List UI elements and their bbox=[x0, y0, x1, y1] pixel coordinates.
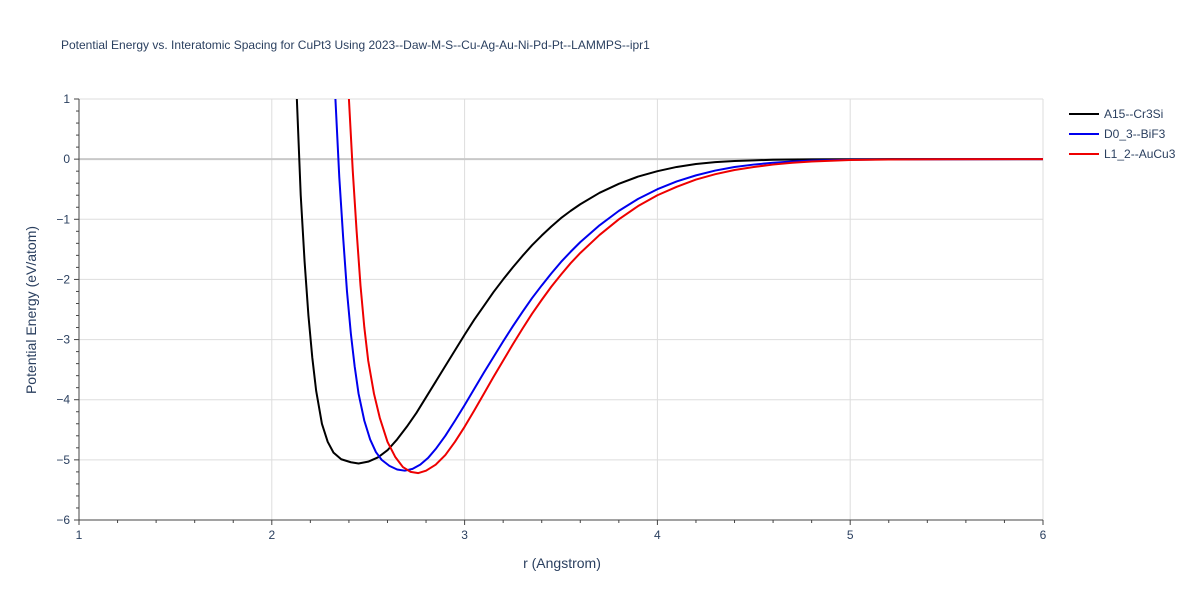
y-axis-title: Potential Energy (eV/atom) bbox=[23, 226, 39, 394]
y-tick-label: −1 bbox=[56, 212, 70, 226]
x-tick-label: 2 bbox=[268, 528, 275, 542]
legend-label: D0_3--BiF3 bbox=[1104, 127, 1166, 141]
plot-area bbox=[295, 99, 1043, 475]
y-tick-label: −6 bbox=[56, 513, 70, 527]
x-tick-label: 4 bbox=[654, 528, 661, 542]
y-tick-label: −3 bbox=[56, 333, 70, 347]
legend[interactable]: A15--Cr3Si D0_3--BiF3 L1_2--AuCu3 bbox=[1069, 107, 1176, 161]
legend-label: A15--Cr3Si bbox=[1104, 107, 1163, 121]
legend-item-2[interactable]: D0_3--BiF3 bbox=[1069, 127, 1166, 141]
x-axis-title: r (Angstrom) bbox=[523, 555, 601, 571]
chart-title: Potential Energy vs. Interatomic Spacing… bbox=[61, 38, 650, 52]
legend-item-3[interactable]: L1_2--AuCu3 bbox=[1069, 147, 1176, 161]
axes: 1 2 3 4 5 6 1 0 −1 −2 −3 −4 −5 −6 bbox=[56, 92, 1046, 542]
y-tick-label: 0 bbox=[63, 152, 70, 166]
series-line-1 bbox=[295, 99, 1043, 465]
y-tick-label: −2 bbox=[56, 272, 70, 286]
x-tick-label: 6 bbox=[1040, 528, 1047, 542]
grid bbox=[79, 98, 1044, 520]
series-line-3 bbox=[347, 99, 1043, 475]
legend-item-1[interactable]: A15--Cr3Si bbox=[1069, 107, 1163, 121]
series-line-2 bbox=[334, 99, 1043, 472]
y-tick-label: −4 bbox=[56, 393, 70, 407]
x-tick-label: 3 bbox=[461, 528, 468, 542]
x-tick-label: 1 bbox=[76, 528, 83, 542]
x-tick-label: 5 bbox=[847, 528, 854, 542]
legend-label: L1_2--AuCu3 bbox=[1104, 147, 1176, 161]
y-tick-label: −5 bbox=[56, 453, 70, 467]
y-tick-label: 1 bbox=[63, 92, 70, 106]
